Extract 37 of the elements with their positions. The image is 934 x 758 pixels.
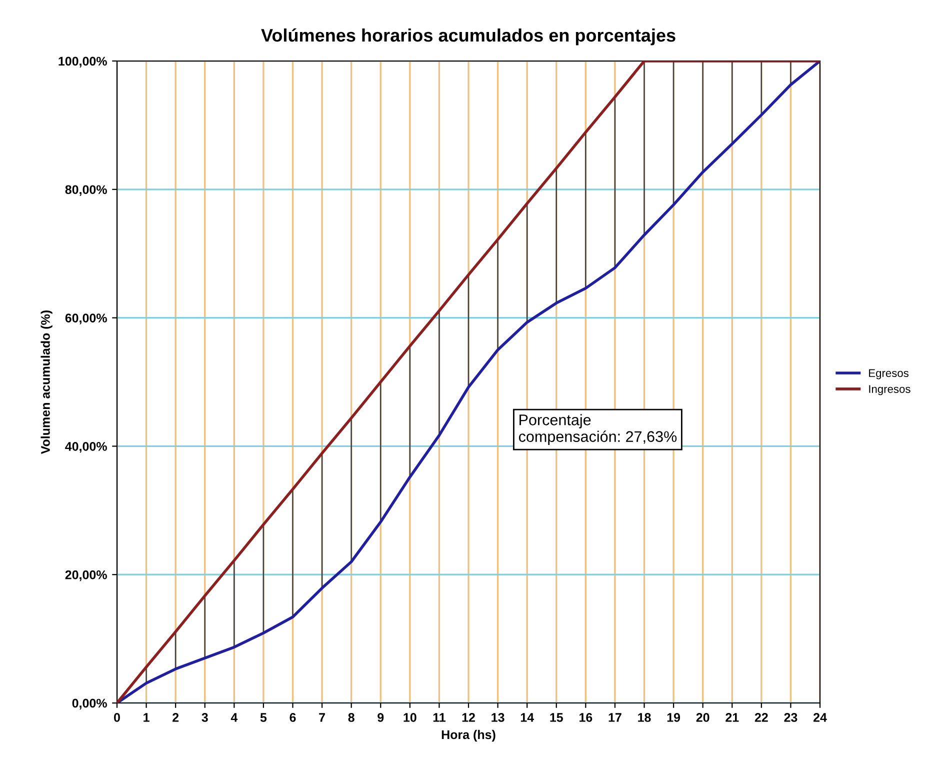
y-tick-label: 80,00%	[65, 185, 107, 196]
x-tick-label: 12	[462, 713, 475, 722]
x-tick-label: 6	[290, 713, 296, 722]
y-tick-label: 100,00%	[58, 56, 107, 68]
x-tick-label: 3	[202, 713, 208, 722]
x-axis-title: Hora (hs)	[442, 730, 496, 742]
x-tick-label: 11	[433, 713, 446, 722]
x-tick-label: 5	[260, 713, 267, 722]
legend-label: Egresos	[869, 369, 908, 380]
chart-title: Volúmenes horarios acumulados en porcentajes	[261, 28, 676, 46]
y-axis-title: Volumen acumulado (%)	[40, 310, 52, 454]
x-tick-label: 10	[404, 713, 416, 722]
x-tick-label: 8	[348, 713, 354, 722]
x-tick-label: 15	[550, 713, 563, 722]
x-tick-label: 21	[726, 713, 739, 722]
x-tick-label: 20	[696, 713, 710, 722]
legend-label: Ingresos	[869, 385, 910, 396]
annotation: Porcentaje compensación: 27,63%	[518, 414, 677, 446]
x-tick-label: 4	[230, 713, 238, 722]
x-tick-label: 9	[378, 713, 384, 722]
x-tick-label: 7	[319, 713, 325, 722]
x-tick-label: 13	[492, 713, 504, 722]
x-tick-label: 16	[580, 713, 592, 722]
x-tick-label: 19	[667, 713, 680, 722]
x-tick-label: 18	[638, 713, 651, 722]
x-tick-label: 24	[813, 713, 827, 722]
y-tick-label: 20,00%	[65, 570, 107, 582]
x-tick-label: 14	[520, 713, 534, 722]
x-tick-label: 22	[754, 713, 768, 722]
x-tick-label: 23	[784, 713, 798, 722]
y-tick-label: 60,00%	[65, 314, 107, 324]
x-tick-label: 1	[144, 713, 150, 722]
x-tick-label: 0	[114, 713, 120, 722]
y-tick-label: 0,00%	[72, 698, 107, 710]
x-tick-label: 17	[608, 713, 622, 722]
x-tick-label: 2	[172, 713, 179, 722]
y-tick-label: 40,00%	[65, 442, 107, 453]
